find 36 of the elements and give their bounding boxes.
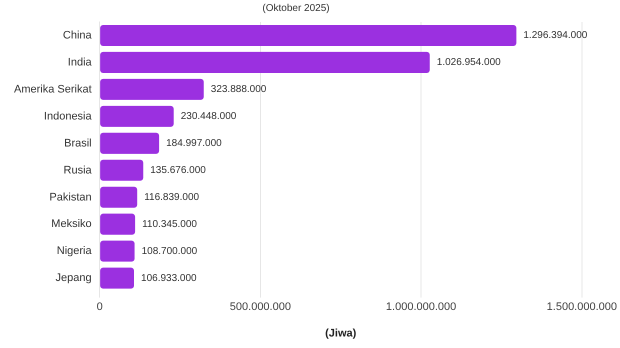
bar [100, 240, 135, 262]
data-label: 108.700.000 [142, 246, 198, 257]
bar [100, 160, 144, 181]
x-tick-label: 1.000.000.000 [386, 301, 456, 314]
chart-subtitle: (Oktober 2025) [262, 2, 330, 14]
bar [100, 186, 138, 208]
x-tick-label: 500.000.000 [230, 301, 291, 314]
y-tick-label: China [62, 30, 93, 42]
bar [100, 214, 136, 235]
x-tick-label: 1.500.000.000 [546, 301, 618, 314]
y-tick-label: Meksiko [51, 218, 92, 230]
data-label: 1.026.954.000 [436, 57, 502, 68]
y-tick-label: Indonesia [44, 110, 93, 122]
data-label: 230.448.000 [180, 111, 237, 122]
bar [100, 78, 204, 100]
y-tick-label: Jepang [56, 272, 92, 284]
bar [100, 24, 516, 46]
y-tick-label: India [68, 56, 93, 68]
bar [100, 106, 174, 127]
data-label: 110.345.000 [142, 218, 198, 230]
bar [100, 132, 160, 154]
data-label: 184.997.000 [166, 138, 222, 150]
data-label: 323.888.000 [210, 84, 267, 96]
bar [100, 52, 430, 73]
data-label: 1.296.394.000 [523, 30, 588, 42]
y-tick-label: Nigeria [56, 245, 93, 258]
data-label: 135.676.000 [150, 165, 206, 176]
data-label: 116.839.000 [144, 192, 200, 203]
bar [100, 268, 134, 289]
x-axis-title: (Jiwa) [325, 327, 357, 340]
y-tick-label: Brasil [64, 137, 92, 150]
y-tick-label: Amerika Serikat [14, 83, 92, 96]
data-label: 106.933.000 [141, 272, 198, 284]
y-tick-label: Pakistan [49, 191, 92, 204]
x-tick-label: 0 [96, 301, 103, 314]
y-tick-label: Rusia [64, 164, 93, 176]
